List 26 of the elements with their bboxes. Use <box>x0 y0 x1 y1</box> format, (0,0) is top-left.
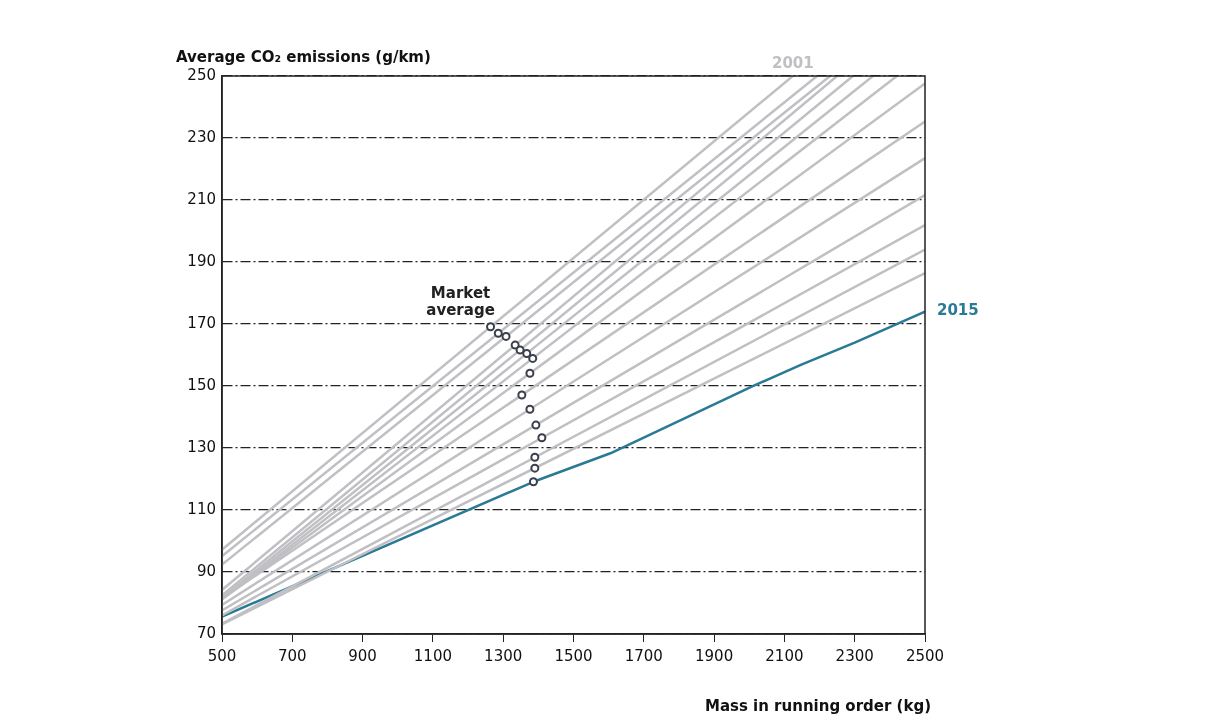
y-tick-label: 70 <box>196 623 216 642</box>
series-label: 2015 <box>937 301 979 320</box>
x-tick-label: 500 <box>207 646 237 665</box>
y-tick-label: 110 <box>187 499 216 518</box>
y-tick-label: 230 <box>187 127 216 146</box>
series-label: 2001 <box>771 54 814 73</box>
y-tick-label: 250 <box>187 65 216 84</box>
x-tick-label: 900 <box>348 646 377 665</box>
y-tick-label: 190 <box>187 251 216 270</box>
x-tick-label: 1100 <box>413 646 452 665</box>
y-tick-label: 150 <box>187 375 216 394</box>
x-tick-label: 700 <box>277 646 307 665</box>
y-tick-label: 90 <box>196 561 216 580</box>
y-tick-label: 130 <box>187 437 216 456</box>
y-tick-label: 170 <box>187 313 216 332</box>
x-tick-label: 1300 <box>484 646 523 665</box>
x-axis-title: Mass in running order (kg) <box>704 697 931 716</box>
y-axis-title: Average CO₂ emissions (g/km) <box>176 48 431 67</box>
x-tick-label: 1500 <box>554 646 593 665</box>
series-label: Market average <box>426 283 495 319</box>
x-tick-label: 2500 <box>905 646 945 665</box>
y-tick-label: 210 <box>187 189 216 208</box>
x-tick-label: 2300 <box>835 646 874 665</box>
x-tick-label: 1700 <box>624 646 663 665</box>
x-tick-label: 1900 <box>695 646 734 665</box>
x-tick-label: 2100 <box>765 646 804 665</box>
